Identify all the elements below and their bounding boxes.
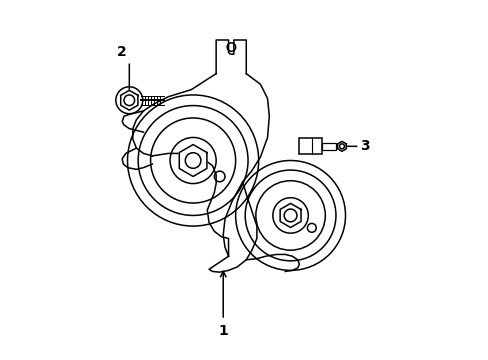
Polygon shape <box>179 145 206 176</box>
Text: 3: 3 <box>360 139 369 153</box>
Polygon shape <box>337 141 346 151</box>
Text: 1: 1 <box>218 324 227 338</box>
Polygon shape <box>121 90 138 110</box>
Bar <box>322 143 335 150</box>
Bar <box>299 138 322 154</box>
Polygon shape <box>280 203 301 228</box>
Text: 2: 2 <box>117 45 127 59</box>
